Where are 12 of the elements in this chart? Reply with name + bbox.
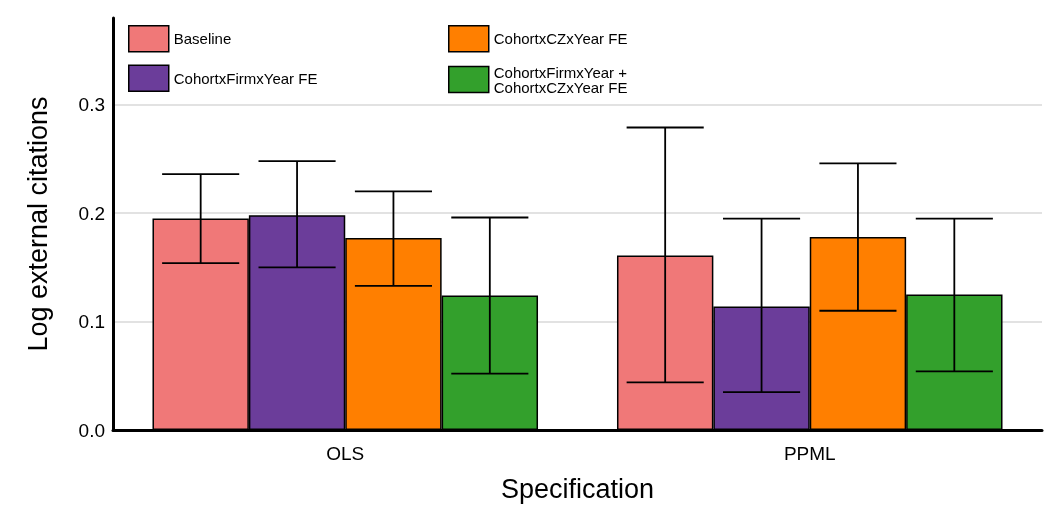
legend-label: Baseline bbox=[173, 30, 232, 48]
legend-label: CohortxCZxYear FE bbox=[493, 30, 628, 48]
y-axis-title: Log external citations bbox=[22, 96, 53, 352]
x-tick-label: PPML bbox=[783, 443, 836, 464]
y-tick-label: 0.1 bbox=[78, 311, 105, 333]
x-tick-label: OLS bbox=[326, 443, 365, 464]
legend-label: CohortxFirmxYear FE bbox=[173, 69, 318, 87]
legend-label: CohortxFirmxYear + CohortxCZxYear FE bbox=[493, 63, 632, 96]
y-tick-label: 0.0 bbox=[78, 419, 105, 441]
y-tick-label: 0.3 bbox=[78, 94, 105, 116]
x-axis-title: Specification bbox=[500, 473, 655, 504]
y-tick-label: 0.2 bbox=[78, 202, 105, 224]
